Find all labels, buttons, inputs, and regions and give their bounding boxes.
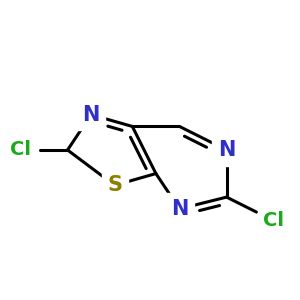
Text: Cl: Cl: [263, 211, 284, 230]
Text: S: S: [107, 175, 122, 195]
Text: N: N: [171, 199, 188, 219]
Text: Cl: Cl: [10, 140, 31, 160]
Text: N: N: [82, 105, 100, 125]
Text: N: N: [218, 140, 235, 160]
